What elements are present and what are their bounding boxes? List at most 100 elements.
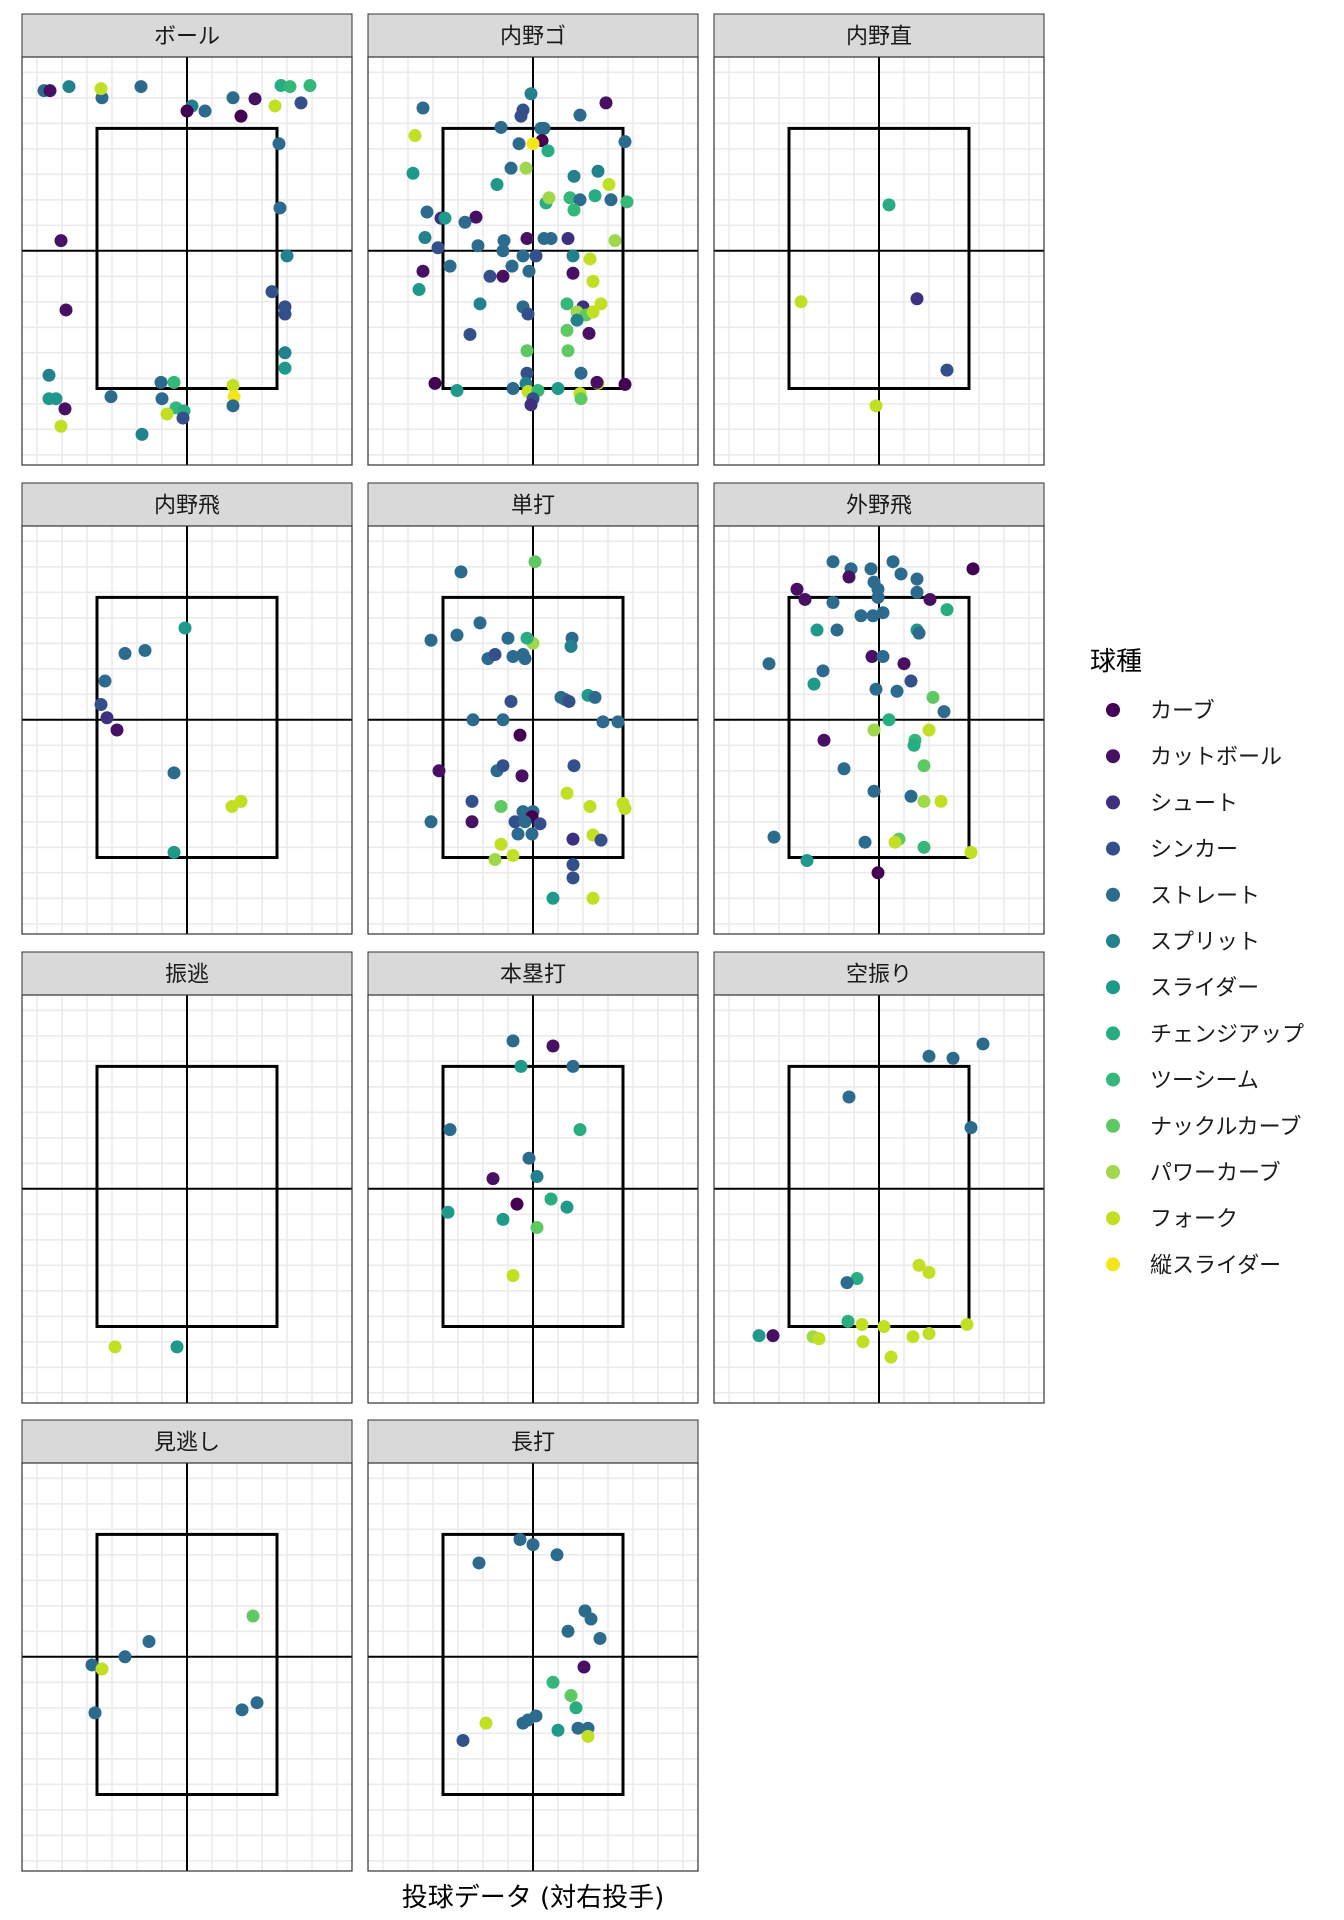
pitch-point [515, 110, 528, 123]
pitch-point [565, 640, 578, 653]
facet-panel: 本塁打 [368, 952, 698, 1403]
pitch-point [522, 308, 535, 321]
pitch-point [911, 292, 924, 305]
pitch-point [831, 624, 844, 637]
pitch-point [507, 849, 520, 862]
pitch-point [497, 713, 510, 726]
facet-panel: 振逃 [22, 952, 352, 1403]
pitch-point [883, 713, 896, 726]
pitch-point [567, 249, 580, 262]
pitch-point [489, 648, 502, 661]
pitch-point [199, 105, 212, 118]
pitch-point [525, 398, 538, 411]
legend-label: シュート [1150, 791, 1238, 816]
facet-title: 単打 [511, 494, 555, 519]
pitch-point [870, 683, 883, 696]
pitch-point [587, 275, 600, 288]
pitch-point [143, 1635, 156, 1648]
legend-label: チェンジアップ [1150, 1022, 1304, 1047]
pitch-point [514, 1533, 527, 1546]
pitch-point [855, 609, 868, 622]
pitch-point [105, 390, 118, 403]
pitch-point [878, 1320, 891, 1333]
pitch-point [609, 234, 622, 247]
pitch-point [605, 193, 618, 206]
pitch-point [269, 99, 282, 112]
legend-key [1106, 888, 1120, 902]
pitch-point [497, 270, 510, 283]
pitch-point [591, 376, 604, 389]
pitch-point [171, 1340, 184, 1353]
pitch-point [872, 591, 885, 604]
pitch-point [543, 191, 556, 204]
pitch-point [585, 1613, 598, 1626]
legend-key [1106, 1073, 1120, 1087]
pitch-point [856, 1318, 869, 1331]
pitch-point [520, 162, 533, 175]
pitch-point [589, 189, 602, 202]
pitch-point [935, 795, 948, 808]
pitch-point [883, 198, 896, 211]
pitch-point [570, 1701, 583, 1714]
pitch-point [507, 1034, 520, 1047]
pitch-point [961, 1318, 974, 1331]
legend-key [1106, 1119, 1120, 1133]
legend-label: カットボール [1150, 745, 1282, 770]
pitch-point [55, 234, 68, 247]
pitch-point [801, 854, 814, 867]
legend-label: シンカー [1150, 838, 1238, 863]
pitch-point [505, 695, 518, 708]
pitch-point [827, 596, 840, 609]
pitch-point [885, 1351, 898, 1364]
pitch-point [619, 135, 632, 148]
pitch-point [967, 562, 980, 575]
pitch-point [179, 622, 192, 635]
legend-key [1106, 934, 1120, 948]
legend-key [1106, 703, 1120, 717]
pitch-point [491, 178, 504, 191]
pitch-point [838, 762, 851, 775]
pitch-point [495, 121, 508, 134]
legend-label: パワーカーブ [1150, 1161, 1281, 1186]
pitch-point [284, 80, 297, 93]
pitch-point [538, 122, 551, 135]
pitch-point [561, 1201, 574, 1214]
pitch-point [168, 766, 181, 779]
pitch-point [947, 1052, 960, 1065]
pitch-point [474, 297, 487, 310]
facet-title: ボール [154, 25, 220, 50]
legend-label: カーブ [1150, 699, 1215, 724]
facet-title: 見逃し [154, 1431, 220, 1456]
pitch-point [451, 384, 464, 397]
pitch-point [99, 675, 112, 688]
legend-key [1106, 1211, 1120, 1225]
pitch-point [43, 369, 56, 382]
pitch-point [466, 795, 479, 808]
legend-label: 縦スライダー [1150, 1253, 1281, 1278]
pitch-point [965, 1121, 978, 1134]
pitch-point [552, 1724, 565, 1737]
pitch-point [464, 328, 477, 341]
pitch-point [561, 324, 574, 337]
pitch-point [119, 647, 132, 660]
pitch-point [574, 109, 587, 122]
facet-title: 内野ゴ [500, 25, 566, 50]
pitch-point [568, 204, 581, 217]
pitch-point [575, 392, 588, 405]
pitch-point [870, 399, 883, 412]
legend-label: ナックルカーブ [1150, 1115, 1301, 1140]
facet-panel: 単打 [368, 483, 698, 934]
x-axis-label: 投球データ (対右投手) [402, 1883, 665, 1913]
legend-key [1106, 842, 1120, 856]
pitch-point [791, 583, 804, 596]
pitch-point [515, 1060, 528, 1073]
pitch-point [497, 759, 510, 772]
pitch-point [136, 428, 149, 441]
pitch-point [467, 713, 480, 726]
pitch-point [527, 1538, 540, 1551]
pitch-point [274, 201, 287, 214]
facet-panel: 内野飛 [22, 483, 352, 934]
facet-title: 空振り [846, 963, 912, 988]
pitch-point [111, 724, 124, 737]
